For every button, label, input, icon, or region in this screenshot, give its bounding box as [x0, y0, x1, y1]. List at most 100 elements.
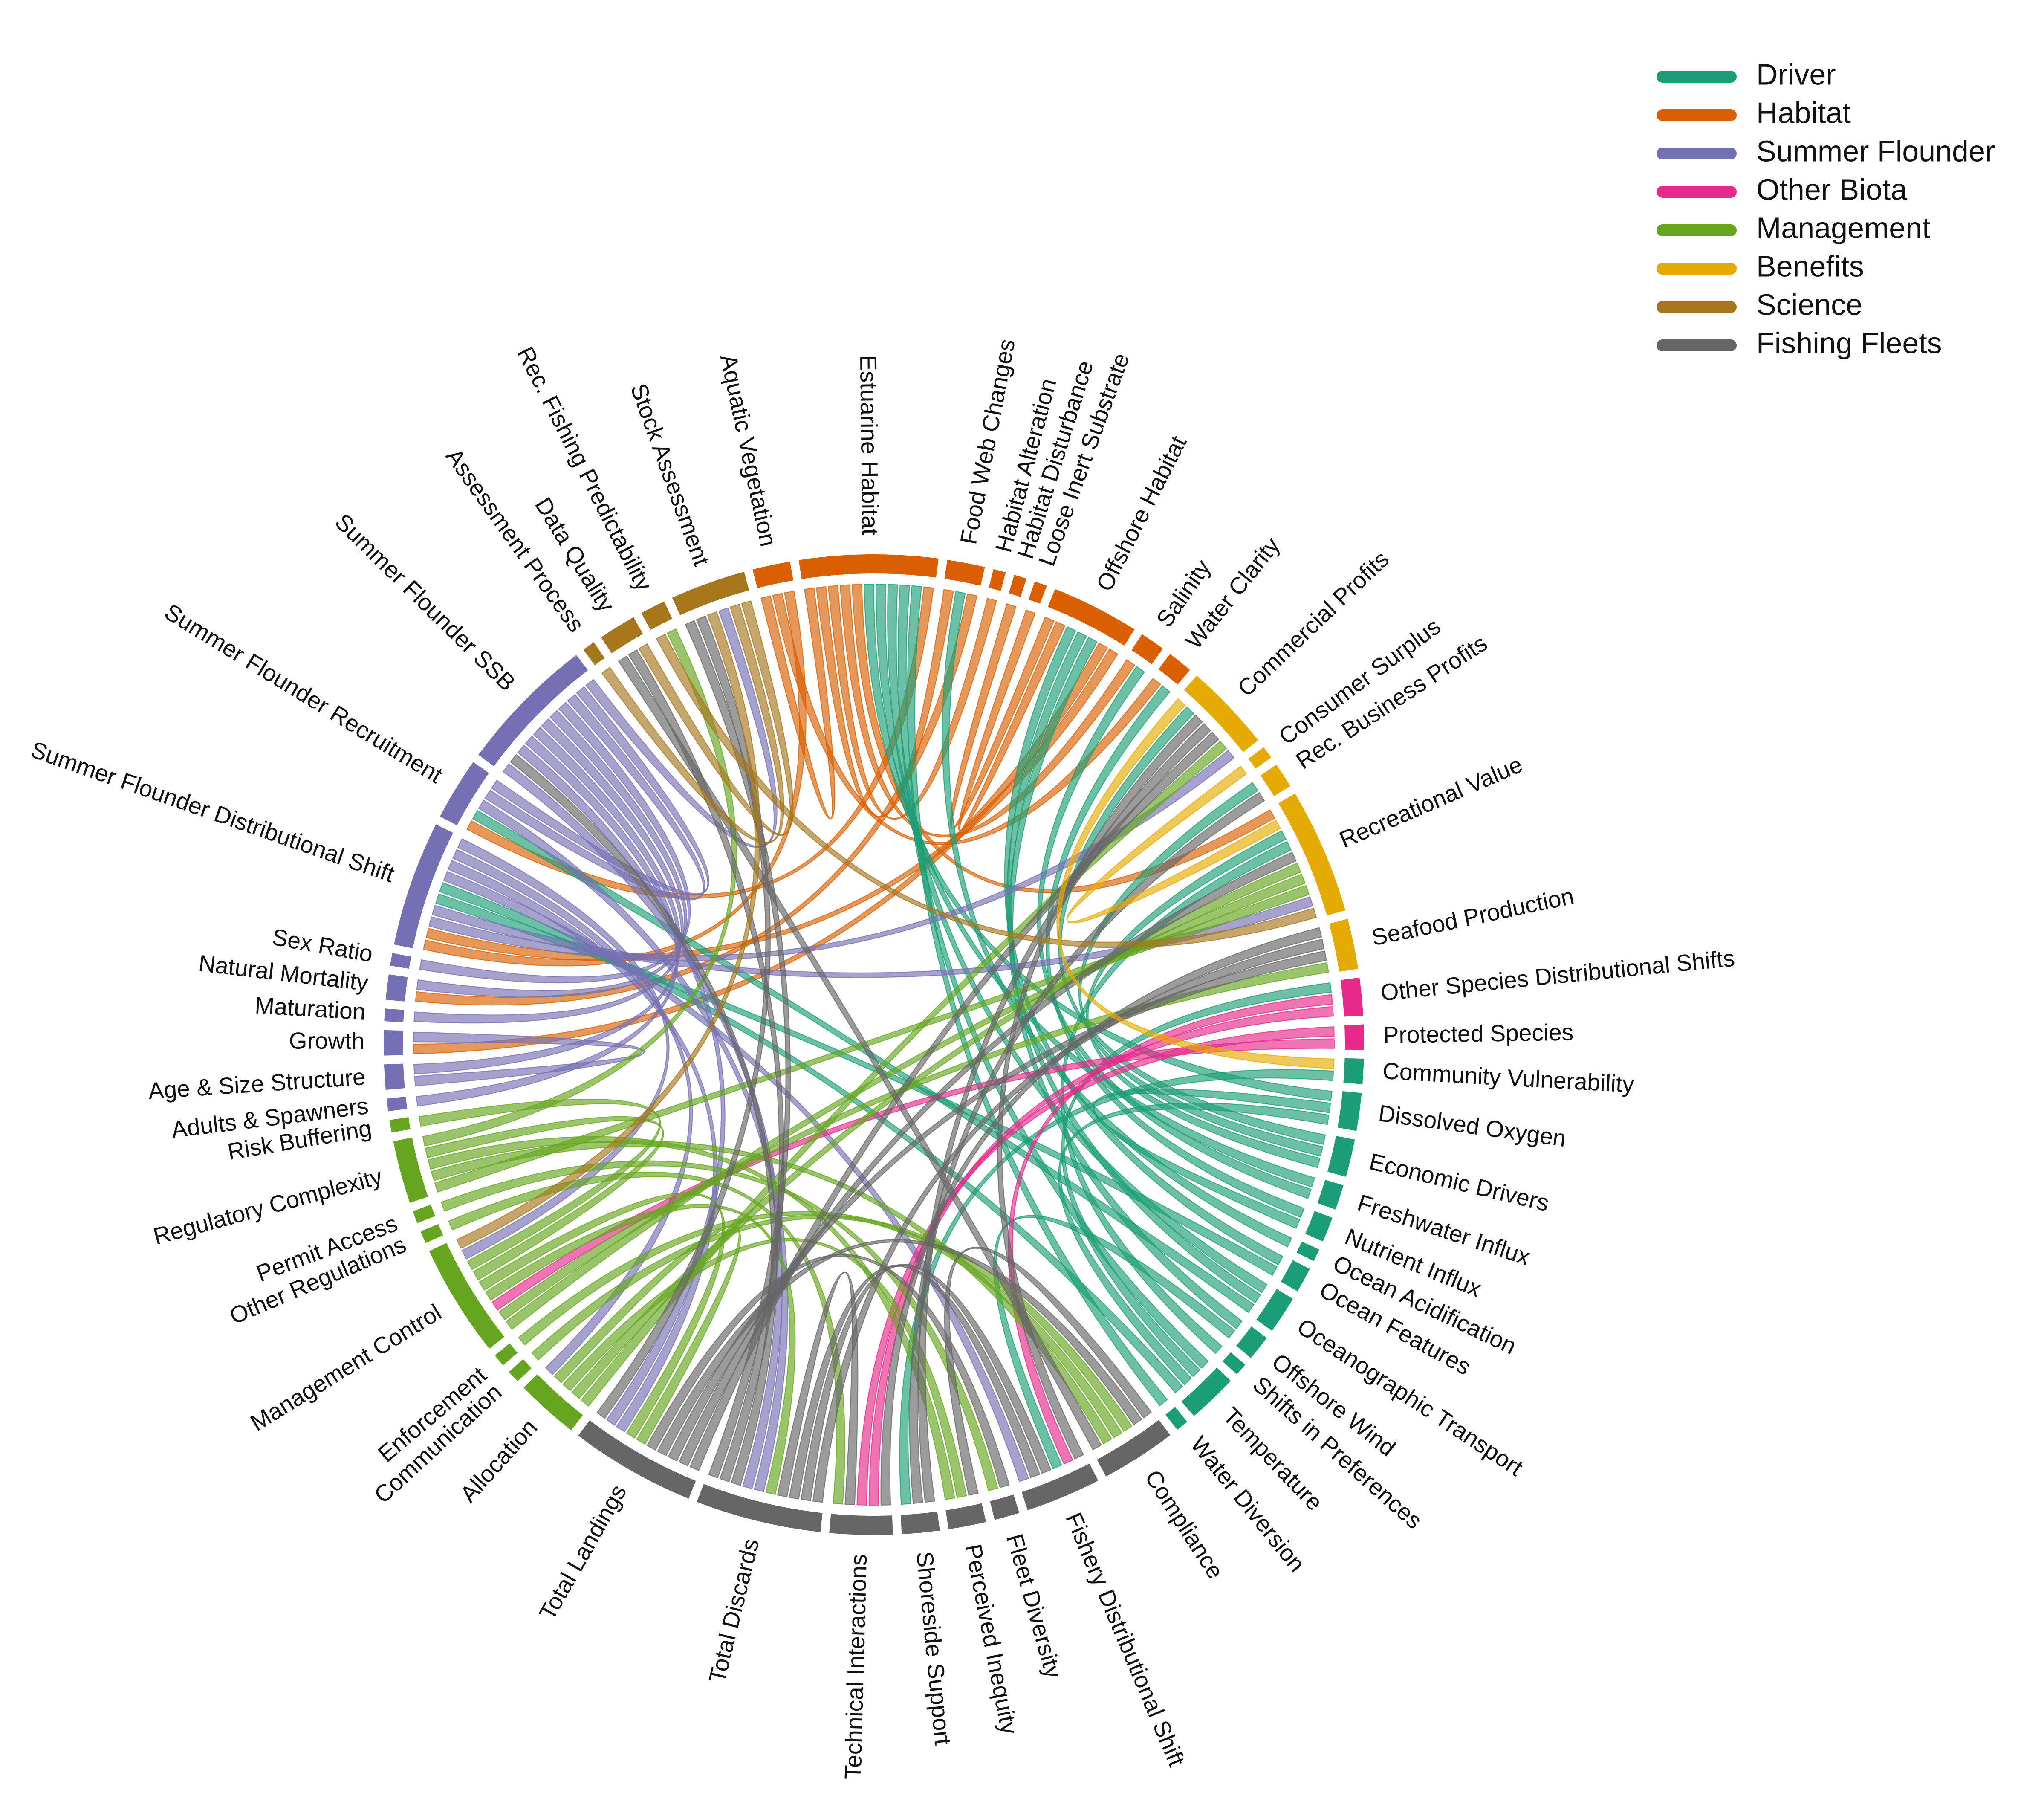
node-arcs: [384, 554, 1365, 1535]
link-allocation-to-total-landings: [553, 1225, 741, 1445]
node-arc-natural-mortality: [385, 974, 408, 1002]
node-arc-maturation: [384, 1008, 405, 1022]
link-age-and-size-structure-to-summer-flounder-ssb: [413, 727, 681, 1074]
link-other-regulations-to-technical-interactions: [448, 1171, 845, 1505]
link-summer-flounder-ssb-to-total-discards: [503, 763, 783, 1489]
link-perceived-inequity-to-compliance: [944, 1246, 1152, 1496]
node-arc-economic-drivers: [1327, 1135, 1355, 1177]
link-natural-mortality-to-summer-flounder-ssb: [416, 710, 687, 998]
node-arc-shifts-in-preferences: [1223, 1352, 1246, 1375]
node-arc-habitat-disturbance: [1009, 575, 1026, 597]
link-technical-interactions-to-seafood-production: [880, 927, 1322, 1506]
link-fishery-distributional-shift-to-total-discards: [789, 1264, 1041, 1500]
link-ribbons: [413, 583, 1335, 1506]
node-arc-communication: [509, 1359, 532, 1381]
node-arc-recreational-value: [1278, 793, 1346, 916]
legend-label-habitat: Habitat: [1756, 96, 1851, 129]
node-arc-sex-ratio: [390, 953, 411, 969]
node-arc-data-quality: [601, 617, 643, 653]
node-arc-community-vulnerability: [1343, 1058, 1364, 1084]
node-label-maturation: Maturation: [254, 992, 366, 1025]
node-arc-offshore-wind: [1236, 1326, 1267, 1358]
node-arc-rec-fishing-predictability: [641, 601, 673, 630]
link-aquatic-vegetation-to-estuarine-habitat: [760, 588, 836, 820]
link-growth-to-age-and-size-structure: [413, 1031, 645, 1086]
link-aquatic-vegetation-to-summer-flounder-distributional-shift: [423, 591, 807, 967]
node-arc-risk-buffering: [389, 1117, 411, 1133]
link-shifts-in-preferences-to-recreational-value: [1060, 841, 1292, 1354]
link-compliance-to-data-quality: [618, 655, 1102, 1451]
link-risk-buffering-to-management-control: [419, 1098, 661, 1270]
node-arc-protected-species: [1344, 1024, 1365, 1050]
legend-label-science: Science: [1756, 288, 1862, 321]
node-label-growth: Growth: [289, 1027, 365, 1054]
node-arc-temperature: [1181, 1367, 1231, 1416]
link-oceanographic-transport-to-offshore-habitat: [1006, 631, 1261, 1303]
node-arc-water-diversion: [1165, 1407, 1188, 1430]
node-arc-compliance: [1097, 1420, 1171, 1477]
link-temperature-to-dissolved-oxygen: [1058, 1102, 1330, 1385]
node-arc-ocean-features: [1281, 1260, 1310, 1292]
link-total-discards-to-data-quality: [628, 649, 785, 1483]
node-arc-oceanographic-transport: [1256, 1289, 1293, 1331]
node-arc-summer-flounder-ssb: [478, 655, 588, 767]
node-arc-freshwater-influx: [1317, 1179, 1344, 1210]
link-summer-flounder-ssb-to-summer-flounder-recruitment: [484, 694, 705, 901]
node-arc-permit-access: [413, 1205, 435, 1223]
node-arc-management-control: [429, 1243, 505, 1349]
node-label-other-species-distributional-shifts: Other Species Distributional Shifts: [1379, 944, 1736, 1006]
node-label-fishery-distributional-shift: Fishery Distributional Shift: [1061, 1509, 1190, 1770]
link-summer-flounder-recruitment-to-total-discards: [478, 799, 789, 1492]
node-label-stock-assessment: Stock Assessment: [625, 380, 715, 569]
link-technical-interactions-to-total-discards: [777, 1271, 859, 1506]
link-enforcement-to-compliance: [518, 1211, 1123, 1439]
link-summer-flounder-distributional-shift-to-management-control: [457, 838, 670, 1260]
link-temperature-to-summer-flounder-distributional-shift: [439, 882, 1183, 1393]
link-maturation-to-summer-flounder-ssb: [413, 718, 684, 1024]
node-label-shoreside-support: Shoreside Support: [911, 1550, 956, 1746]
legend: Driver Habitat Summer Flounder Other Biota M…: [1657, 58, 1995, 359]
link-data-quality-to-stock-assessment: [638, 600, 794, 836]
node-arc-dissolved-oxygen: [1337, 1091, 1362, 1131]
link-other-species-distributional-shifts-to-fishery-distributional-shift: [1008, 994, 1333, 1465]
link-adults-and-spawners-to-summer-flounder-ssb: [416, 736, 679, 1107]
node-arc-technical-interactions: [829, 1514, 893, 1535]
node-arc-fishery-distributional-shift: [1021, 1463, 1099, 1510]
node-arc-total-landings: [578, 1420, 696, 1499]
link-total-landings-to-commercial-profits: [689, 732, 1220, 1471]
node-label-estuarine-habitat: Estuarine Habitat: [855, 355, 884, 536]
node-arc-assessment-process: [583, 642, 605, 665]
node-arc-other-species-distributional-shifts: [1340, 977, 1363, 1017]
node-label-summer-flounder-recruitment: Summer Flounder Recruitment: [160, 599, 447, 788]
link-rec-fishing-predictability-to-recreational-value: [656, 634, 1317, 948]
link-assessment-process-to-stock-assessment: [601, 603, 784, 844]
legend-label-summer-flounder: Summer Flounder: [1756, 134, 1995, 168]
link-total-discards-to-fishery-distributional-shift: [801, 1264, 1052, 1501]
link-community-vulnerability-to-shoreside-support: [899, 1069, 1334, 1505]
node-arc-food-web-changes: [944, 559, 985, 586]
link-compliance-to-total-landings: [657, 1239, 1142, 1457]
link-loose-inert-substrate-to-offshore-habitat: [958, 609, 1066, 832]
node-arc-commercial-profits: [1184, 675, 1258, 752]
link-stock-assessment-to-management-control: [456, 611, 760, 1249]
node-arc-regulatory-complexity: [393, 1137, 428, 1203]
node-arc-allocation: [523, 1374, 583, 1431]
node-arc-habitat-alteration: [989, 569, 1006, 591]
link-total-landings-to-stock-assessment: [596, 615, 771, 1419]
link-temperature-to-other-species-distributional-shifts: [1061, 982, 1332, 1377]
link-freshwater-influx-to-salinity: [1037, 666, 1312, 1199]
node-arc-estuarine-habitat: [798, 554, 939, 579]
link-regulatory-complexity-to-perceived-inequity: [428, 1136, 955, 1500]
node-arc-seafood-production: [1329, 918, 1359, 972]
link-management-control-to-regulatory-complexity: [425, 1116, 664, 1281]
node-arc-adults-and-spawners: [386, 1096, 408, 1112]
node-label-offshore-habitat: Offshore Habitat: [1091, 432, 1191, 595]
node-arc-loose-inert-substrate: [1028, 581, 1047, 604]
legend-label-benefits: Benefits: [1756, 249, 1864, 283]
node-arc-stock-assessment: [672, 572, 749, 615]
node-arc-salinity: [1131, 634, 1163, 664]
node-label-dissolved-oxygen: Dissolved Oxygen: [1377, 1100, 1568, 1152]
node-arc-total-discards: [697, 1484, 823, 1532]
link-nutrient-influx-to-water-clarity: [1045, 685, 1305, 1218]
